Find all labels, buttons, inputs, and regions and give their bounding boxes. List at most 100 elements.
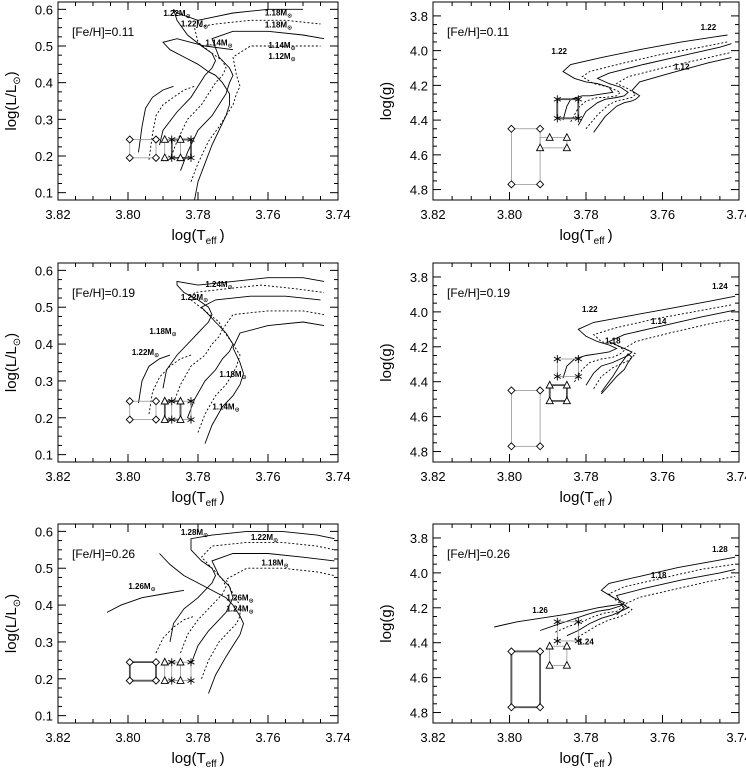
track-mass-label: 1.24	[712, 282, 728, 291]
diamond-marker	[125, 415, 134, 424]
x-tick-label: 3.82	[45, 469, 70, 484]
marker-group-box	[129, 400, 157, 420]
evolution-track-dotted	[197, 310, 325, 433]
y-tick-label: 4.8	[410, 706, 428, 721]
asterisk-marker	[168, 676, 176, 685]
track-mass-label: 1.22M⊙	[163, 9, 190, 20]
marker-group-box	[511, 128, 541, 185]
highlight-box	[128, 661, 157, 682]
metallicity-annotation: [Fe/H]=0.11	[447, 25, 509, 39]
triangle-marker	[176, 657, 185, 666]
evolution-track-dotted	[148, 354, 192, 415]
diamond-marker	[507, 124, 516, 133]
y-axis-label: log(g)	[378, 343, 395, 381]
diamond-marker	[507, 386, 516, 395]
track-mass-label: 1.12M⊙	[268, 52, 295, 63]
evolution-track-dotted	[585, 51, 732, 130]
evolution-track-dotted	[148, 85, 195, 160]
x-tick-label: 3.76	[650, 469, 675, 484]
diamond-marker	[151, 415, 161, 424]
evolution-track-solid	[600, 353, 633, 395]
diamond-marker	[535, 180, 545, 189]
metallicity-annotation: [Fe/H]=0.26	[72, 547, 135, 561]
asterisk-marker	[168, 415, 176, 424]
y-tick-label: 4.0	[410, 44, 428, 59]
diamond-marker	[507, 180, 516, 189]
asterisk-marker	[553, 636, 562, 645]
x-tick-label: 3.80	[115, 730, 140, 745]
evolution-track-dotted	[173, 284, 325, 404]
diamond-marker	[151, 676, 161, 685]
y-tick-label: 4.4	[410, 636, 428, 651]
track-mass-label: 1.22	[582, 305, 598, 314]
asterisk-marker	[574, 636, 583, 645]
evolution-track-dotted	[190, 45, 321, 182]
asterisk-marker	[168, 658, 176, 667]
diamond-marker	[535, 647, 545, 656]
evolution-track-solid	[159, 553, 244, 694]
y-tick-label: 0.4	[35, 337, 53, 352]
triangle-marker	[545, 396, 554, 405]
diamond-marker	[535, 442, 545, 451]
panel-top-right: 3.82 3.80 3.78 3.76 3.74 3.8 4.0 4.2 4.4 4.6 4.8 lo…	[378, 1, 746, 247]
triangle-marker	[176, 153, 185, 162]
highlight-box	[510, 650, 541, 709]
triangle-marker	[160, 396, 169, 405]
y-tick-label: 0.3	[35, 374, 53, 389]
x-tick-label: 3.82	[420, 207, 445, 222]
metallicity-annotation: [Fe/H]=0.26	[447, 547, 510, 561]
x-axis-label: log(Teff)	[559, 750, 612, 770]
asterisk-marker	[168, 153, 176, 162]
y-tick-label: 4.2	[410, 78, 428, 93]
asterisk-marker	[574, 355, 583, 364]
marker-group-box	[549, 645, 568, 666]
triangle-marker	[176, 414, 185, 423]
evolution-track-solid	[162, 277, 325, 389]
x-tick-label: 3.76	[650, 207, 675, 222]
diamond-marker	[125, 153, 134, 162]
evolution-track-solid	[593, 57, 732, 133]
y-tick-label: 4.4	[410, 375, 428, 390]
diamond-marker	[507, 647, 516, 656]
panel-middle-left: 3.82 3.80 3.78 3.76 3.74 0.1 0.2 0.3 0.4 0.5 0.6 lo…	[3, 262, 351, 509]
marker-group-box	[511, 651, 541, 708]
x-tick-label: 3.82	[45, 207, 70, 222]
triangle-marker	[545, 132, 554, 141]
x-tick-label: 3.80	[115, 469, 140, 484]
x-tick-label: 3.82	[45, 730, 70, 745]
y-tick-label: 0.1	[35, 448, 53, 463]
triangle-marker	[562, 660, 572, 669]
track-mass-label: 1.12	[674, 63, 690, 72]
evolution-track-solid	[204, 321, 325, 444]
y-tick-label: 4.0	[410, 305, 428, 320]
x-tick-label: 3.80	[497, 469, 522, 484]
track-mass-label: 1.24	[578, 637, 594, 646]
evolution-track-dotted	[593, 318, 736, 389]
triangle-marker	[545, 641, 554, 650]
diamond-marker	[125, 397, 134, 406]
y-tick-label: 3.8	[410, 531, 428, 546]
asterisk-marker	[553, 617, 562, 626]
asterisk-marker	[187, 676, 195, 685]
triangle-marker	[562, 132, 572, 141]
evolution-track-solid	[566, 568, 736, 637]
triangle-marker	[562, 380, 572, 389]
evolution-track-solid	[562, 34, 728, 121]
y-tick-label: 0.5	[35, 561, 53, 576]
track-mass-label: 1.14	[651, 317, 667, 326]
x-tick-label: 3.82	[420, 730, 445, 745]
asterisk-marker	[187, 658, 195, 667]
y-axis-label: log(g)	[378, 604, 395, 642]
y-tick-label: 4.0	[410, 566, 428, 581]
y-tick-label: 0.4	[35, 598, 53, 613]
diamond-marker	[535, 124, 545, 133]
evolution-track-solid	[106, 589, 185, 613]
x-tick-label: 3.78	[185, 730, 210, 745]
y-tick-label: 4.8	[410, 445, 428, 460]
x-tick-label: 3.74	[325, 469, 350, 484]
y-tick-label: 0.5	[35, 39, 53, 54]
triangle-marker	[562, 143, 572, 152]
triangle-marker	[535, 143, 545, 152]
evolution-track-dotted	[574, 575, 736, 640]
